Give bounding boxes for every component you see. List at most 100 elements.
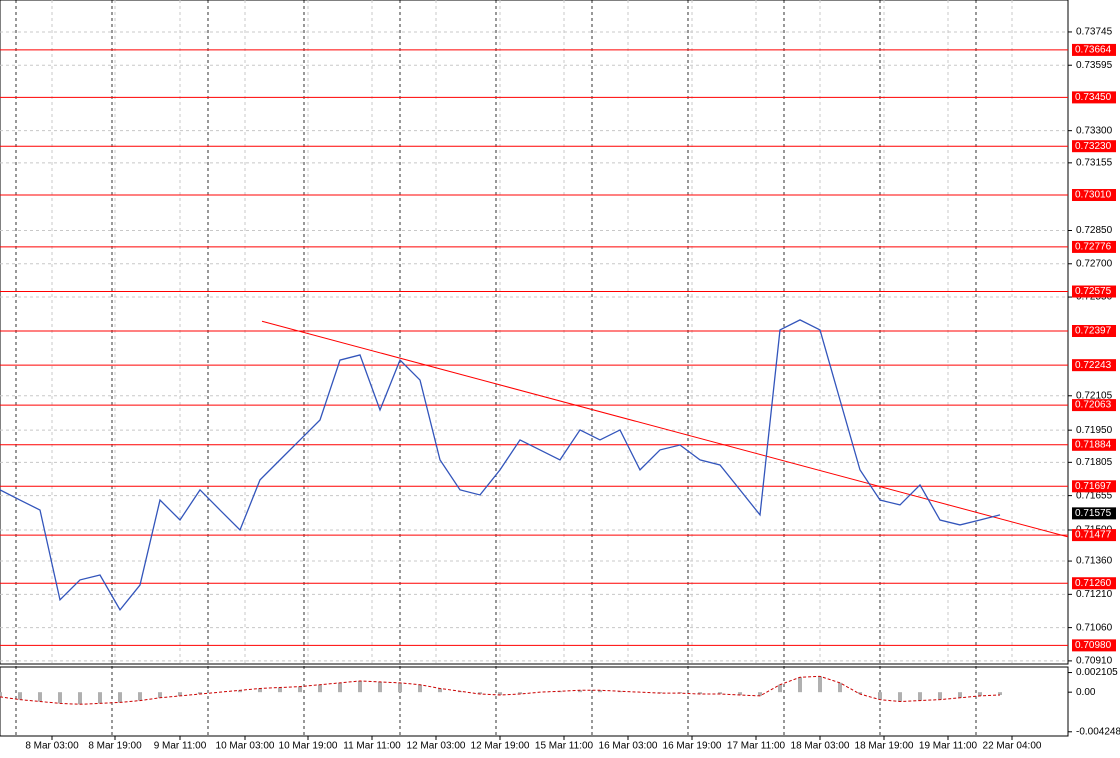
osc-bar xyxy=(278,687,282,693)
osc-bar xyxy=(0,692,2,697)
level-label-box xyxy=(1072,438,1116,451)
y-tick-label: 0.73745 xyxy=(1076,27,1113,38)
plot xyxy=(0,49,1069,705)
osc-tick-label: 0.002105 xyxy=(1076,667,1118,678)
price-label: 0.71575 xyxy=(1075,508,1112,519)
level-label: 0.73010 xyxy=(1075,190,1112,201)
x-tick-label: 16 Mar 03:00 xyxy=(599,741,658,752)
level-label-box xyxy=(1072,43,1116,56)
y-tick-label: 0.73155 xyxy=(1076,157,1113,168)
x-tick-label: 19 Mar 11:00 xyxy=(919,741,978,752)
level-label: 0.73664 xyxy=(1075,45,1112,56)
osc-bar xyxy=(338,682,342,693)
osc-bar xyxy=(518,692,522,695)
y-tick-label: 0.72700 xyxy=(1076,258,1113,269)
x-tick-label: 15 Mar 11:00 xyxy=(535,741,594,752)
level-label-box xyxy=(1072,399,1116,412)
osc-bar xyxy=(318,684,322,693)
osc-line xyxy=(0,675,1001,705)
osc-bar xyxy=(798,677,802,693)
osc-bar xyxy=(858,692,862,695)
level-label: 0.71697 xyxy=(1075,481,1112,492)
osc-bar xyxy=(958,692,962,698)
osc-bar xyxy=(838,682,842,693)
osc-bar xyxy=(18,692,22,700)
level-label: 0.73230 xyxy=(1075,141,1112,152)
osc-bar xyxy=(238,690,242,693)
x-tick-label: 11 Mar 11:00 xyxy=(343,741,401,752)
osc-bar xyxy=(98,692,102,704)
level-label-box xyxy=(1072,577,1116,590)
y-tick-label: 0.71950 xyxy=(1076,425,1113,436)
x-tick-label: 8 Mar 03:00 xyxy=(25,741,79,752)
y-tick-label: 0.71805 xyxy=(1076,457,1113,468)
y-tick-label: 0.70910 xyxy=(1076,656,1113,667)
osc-bar xyxy=(58,692,62,704)
osc-bar xyxy=(498,692,502,695)
y-tick-label: 0.73595 xyxy=(1076,60,1113,71)
level-label: 0.71260 xyxy=(1075,578,1112,589)
osc-bar xyxy=(938,692,942,700)
level-label: 0.72397 xyxy=(1075,326,1112,337)
level-label-box xyxy=(1072,189,1116,202)
osc-bar xyxy=(178,692,182,696)
level-label: 0.73450 xyxy=(1075,92,1112,103)
osc-bar xyxy=(898,692,902,702)
osc-tick-label: 0.00 xyxy=(1076,687,1096,698)
x-tick-label: 17 Mar 11:00 xyxy=(727,741,786,752)
level-label: 0.71477 xyxy=(1075,530,1112,541)
y-tick-label: 0.72105 xyxy=(1076,390,1113,401)
x-tick-label: 9 Mar 11:00 xyxy=(154,741,207,752)
level-label-box xyxy=(1072,140,1116,153)
x-tick-label: 10 Mar 19:00 xyxy=(279,741,338,752)
y-tick-label: 0.71655 xyxy=(1076,490,1113,501)
x-tick-label: 12 Mar 19:00 xyxy=(471,741,530,752)
main-frame xyxy=(0,0,1069,665)
y-tick-label: 0.71210 xyxy=(1076,589,1113,600)
level-label: 0.72243 xyxy=(1075,360,1112,371)
x-tick-label: 12 Mar 03:00 xyxy=(407,741,466,752)
osc-bar xyxy=(78,692,82,705)
y-tick-label: 0.71060 xyxy=(1076,622,1113,633)
price-line xyxy=(0,319,1001,612)
osc-bar xyxy=(878,692,882,700)
osc-bar xyxy=(358,680,362,693)
level-label-box xyxy=(1072,285,1116,298)
level-label-box xyxy=(1072,359,1116,372)
osc-bar xyxy=(698,692,702,695)
level-label-box xyxy=(1072,325,1116,338)
osc-bar xyxy=(998,692,1002,695)
level-label: 0.72575 xyxy=(1075,286,1112,297)
level-label-box xyxy=(1072,91,1116,104)
sub-frame xyxy=(0,666,1069,737)
osc-bar xyxy=(778,684,782,693)
osc-bar xyxy=(578,690,582,693)
osc-bar xyxy=(198,692,202,695)
osc-bar xyxy=(378,681,382,693)
osc-bar xyxy=(758,692,762,696)
y-tick-label: 0.71360 xyxy=(1076,556,1113,567)
osc-bar xyxy=(298,686,302,693)
osc-bar xyxy=(718,692,722,695)
grid xyxy=(0,0,1068,736)
level-label: 0.72776 xyxy=(1075,242,1112,253)
osc-bar xyxy=(918,692,922,701)
x-tick-label: 8 Mar 19:00 xyxy=(88,741,142,752)
level-label: 0.71884 xyxy=(1075,439,1112,450)
osc-bar xyxy=(258,688,262,693)
level-label: 0.72063 xyxy=(1075,400,1112,411)
osc-tick-label: -0.004248 xyxy=(1076,726,1120,737)
osc-bar xyxy=(418,684,422,693)
level-label-box xyxy=(1072,480,1116,493)
osc-bar xyxy=(38,692,42,702)
osc-bar xyxy=(598,690,602,693)
osc-bar xyxy=(398,682,402,693)
x-tick-label: 18 Mar 03:00 xyxy=(791,741,850,752)
osc-bar xyxy=(158,692,162,698)
y-tick-label: 0.72850 xyxy=(1076,225,1113,236)
level-label-box xyxy=(1072,639,1116,652)
x-tick-label: 18 Mar 19:00 xyxy=(855,741,914,752)
osc-bar xyxy=(978,692,982,696)
